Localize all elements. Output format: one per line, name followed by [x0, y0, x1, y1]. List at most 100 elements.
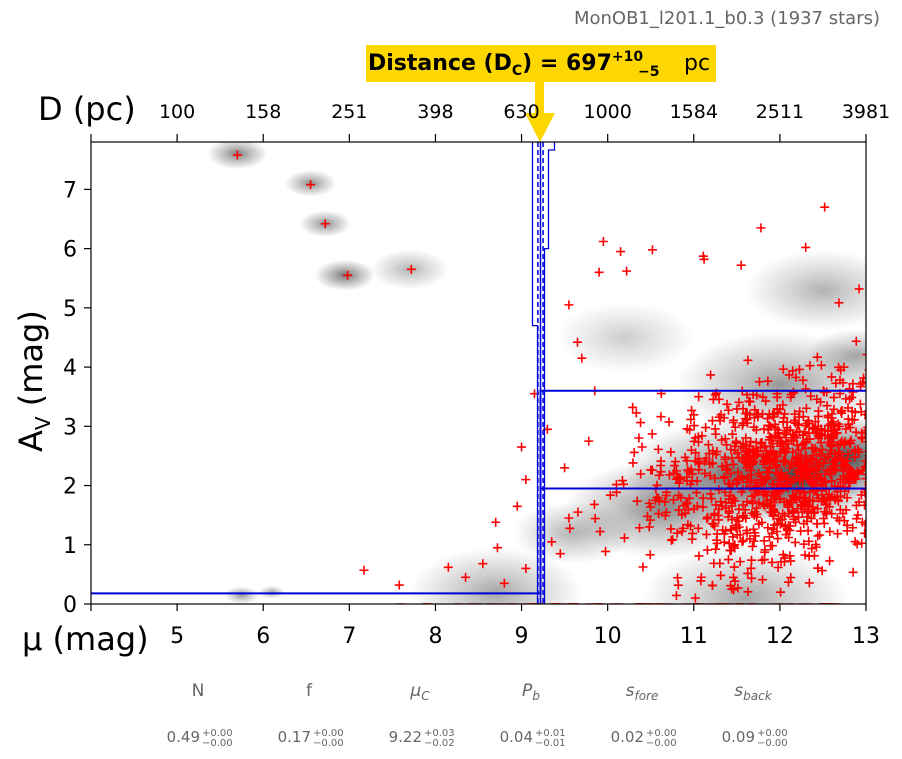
star-point: [836, 474, 846, 484]
star-point: [876, 462, 885, 471]
star-point: [876, 398, 885, 407]
star-point: [724, 494, 734, 504]
star-point: [811, 540, 821, 550]
plot-area: [91, 142, 901, 604]
star-point: [714, 485, 724, 495]
density-blob: [642, 544, 849, 604]
star-point: [616, 247, 626, 257]
param-minus: −0.00: [646, 738, 677, 749]
star-point: [781, 433, 791, 443]
star-point: [694, 392, 704, 402]
star-point: [812, 490, 822, 500]
star-point: [883, 443, 892, 452]
star-point: [780, 456, 790, 466]
star-point: [733, 583, 743, 593]
star-point: [676, 474, 686, 484]
star-point: [708, 449, 718, 459]
star-point: [232, 150, 242, 160]
star-point: [645, 550, 655, 560]
star-point: [883, 437, 892, 446]
star-point: [717, 461, 727, 471]
y-tick-label: 0: [63, 593, 77, 618]
star-point: [664, 417, 674, 427]
star-point: [881, 476, 890, 485]
star-point: [801, 403, 811, 413]
star-point: [817, 479, 827, 489]
star-point: [892, 380, 901, 389]
star-point: [712, 535, 722, 545]
star-point: [873, 400, 882, 409]
plot-frame: [90, 141, 867, 605]
star-point: [823, 412, 833, 422]
star-point: [747, 508, 757, 518]
star-point: [784, 370, 794, 380]
star-point: [692, 501, 702, 511]
star-point: [688, 528, 697, 538]
star-point: [866, 478, 875, 487]
star-point: [735, 557, 745, 567]
density-map: [207, 142, 866, 604]
star-point: [730, 422, 740, 432]
star-point: [743, 568, 753, 578]
density-blob: [409, 547, 582, 604]
star-point: [819, 387, 829, 397]
distance-plus: +10: [612, 49, 643, 65]
star-point: [803, 416, 813, 426]
star-point: [847, 406, 857, 416]
star-point: [763, 376, 773, 386]
star-point: [813, 531, 823, 541]
star-point: [800, 550, 810, 560]
star-point: [885, 397, 894, 406]
star-point: [687, 469, 697, 479]
star-points: [232, 150, 901, 603]
x-tick-label: 6: [256, 624, 270, 649]
star-point: [822, 499, 832, 509]
star-point: [874, 555, 883, 564]
star-point: [499, 578, 509, 588]
star-point: [772, 404, 782, 414]
star-point: [767, 541, 777, 551]
star-point: [790, 409, 800, 419]
star-point: [836, 460, 846, 470]
density-blob: [556, 301, 694, 373]
star-point: [771, 468, 781, 478]
param-symbol: f: [306, 681, 313, 701]
star-point: [883, 438, 892, 447]
star-point: [842, 520, 852, 530]
top-tick-label: 100: [159, 101, 195, 123]
star-point: [827, 476, 837, 486]
star-point: [822, 401, 832, 411]
distance-annotation-box: [366, 45, 716, 82]
top-tick-label: 630: [503, 101, 539, 123]
star-point: [666, 524, 676, 534]
star-point: [730, 445, 740, 455]
star-point: [741, 463, 751, 473]
x-tick-label: 7: [342, 624, 356, 649]
star-point: [768, 439, 778, 449]
param-name: N: [192, 681, 205, 701]
star-point: [660, 497, 670, 507]
param-value: 0.09: [722, 728, 755, 746]
star-point: [862, 473, 866, 476]
star-point: [730, 540, 740, 550]
star-point: [801, 384, 811, 394]
star-point: [644, 522, 654, 532]
star-point: [728, 459, 738, 469]
star-point: [734, 397, 744, 407]
star-point: [727, 453, 737, 463]
star-point: [839, 516, 849, 526]
star-point: [809, 424, 819, 434]
star-point: [725, 479, 735, 489]
star-point: [875, 483, 884, 492]
star-point: [875, 460, 884, 469]
star-point: [789, 431, 799, 441]
x-tick-label: 10: [594, 624, 622, 649]
star-point: [707, 519, 717, 529]
star-point: [873, 452, 882, 461]
star-point: [882, 461, 891, 470]
star-point: [848, 523, 858, 533]
star-point: [860, 409, 866, 419]
star-point: [682, 476, 692, 486]
star-point: [745, 410, 755, 420]
param-plus: +0.01: [535, 728, 566, 739]
